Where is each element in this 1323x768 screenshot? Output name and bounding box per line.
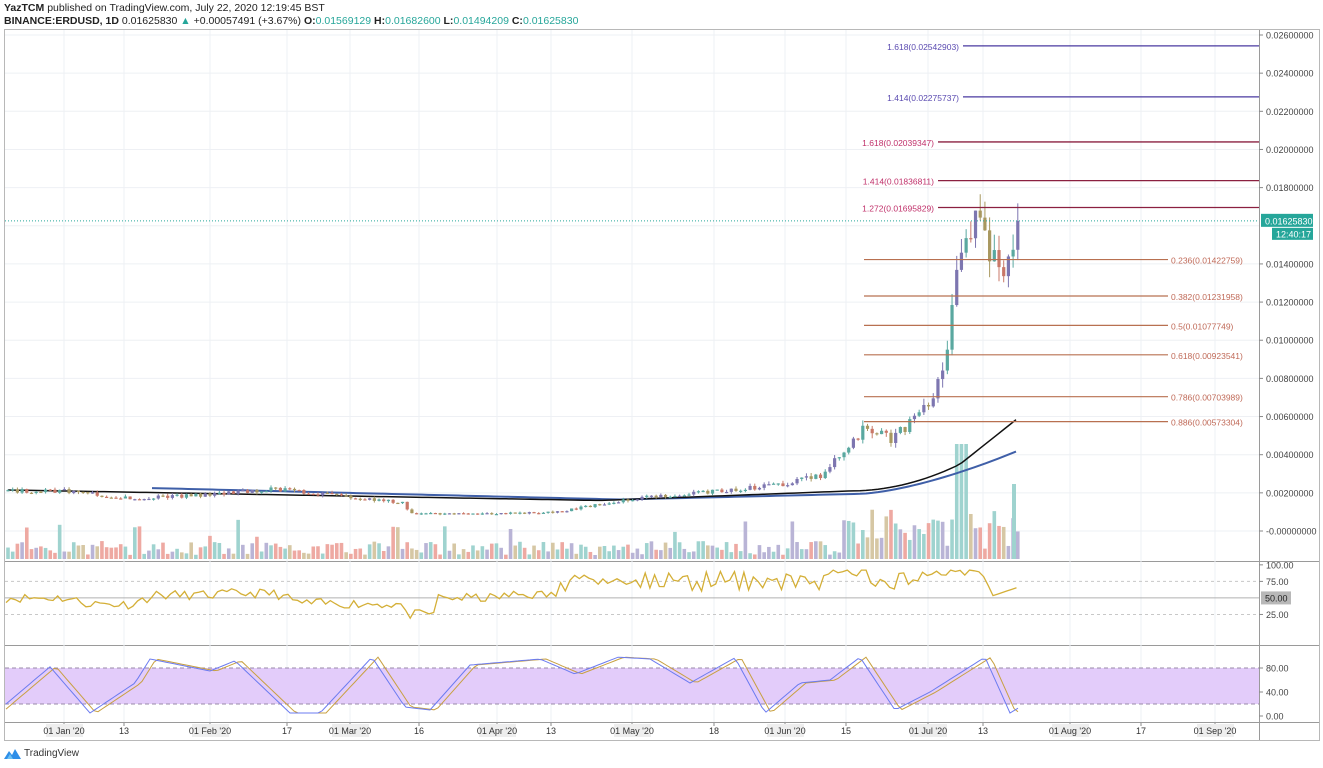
fib-retracement-label: 0.786(0.00703989) xyxy=(1171,393,1243,403)
price-tick-label: 0.00400000 xyxy=(1266,450,1314,460)
high-label: H: xyxy=(374,15,386,27)
price-tick-label: 0.01800000 xyxy=(1266,183,1314,193)
high-value: 0.01682600 xyxy=(385,15,441,27)
price-tick-label: -0.00000000 xyxy=(1266,527,1317,537)
fib-extension-label: 1.272(0.01695829) xyxy=(862,203,934,213)
time-tick-label: 16 xyxy=(414,726,424,736)
stoch-tick-label: 40.00 xyxy=(1266,688,1289,698)
moving-averages xyxy=(7,419,1017,502)
symbol-label[interactable]: BINANCE:ERDUSD, 1D xyxy=(4,15,119,27)
close-value: 0.01625830 xyxy=(522,15,579,27)
price-tick-label: 0.02200000 xyxy=(1266,107,1314,117)
rsi-value-tag xyxy=(1261,591,1291,605)
time-tick-label: 13 xyxy=(546,726,556,736)
last-price-tag xyxy=(1261,213,1313,227)
chart-frame xyxy=(4,29,1320,741)
price-tick-label: 0.00800000 xyxy=(1266,374,1314,384)
time-tick-label: 01 May '20 xyxy=(610,726,654,736)
time-tick-label: 13 xyxy=(978,726,988,736)
time-tick-label: 01 Jun '20 xyxy=(764,726,805,736)
open-label: O: xyxy=(303,15,316,27)
fib-retracement-label: 0.5(0.01077749) xyxy=(1171,321,1234,331)
time-tick-label: 01 Feb '20 xyxy=(189,726,231,736)
price-tick-label: 0.01200000 xyxy=(1266,298,1314,308)
ohlc-line: BINANCE:ERDUSD, 1D 0.01625830 ▲ +0.00057… xyxy=(4,15,578,28)
chart-header: YazTCM published on TradingView.com, Jul… xyxy=(4,2,578,28)
open-value: 0.01569129 xyxy=(315,15,372,27)
time-axis[interactable]: 01 Jan '20 13 01 Feb '20 17 01 Mar '20 16 01 A… xyxy=(43,723,1236,737)
fib-extension-label: 1.618(0.02039347) xyxy=(862,138,934,148)
stoch-tick-label: 80.00 xyxy=(1266,664,1289,674)
tradingview-footer: TradingView xyxy=(4,748,79,759)
time-tick-label: 17 xyxy=(282,726,292,736)
published-info: published on TradingView.com, July 22, 2… xyxy=(47,2,325,14)
grid-lines xyxy=(5,30,1259,722)
publisher-line: YazTCM published on TradingView.com, Jul… xyxy=(4,2,578,15)
low-value: 0.01494209 xyxy=(453,15,509,27)
time-tick-label: 13 xyxy=(119,726,129,736)
volume-bars xyxy=(6,444,1020,559)
tradingview-logo-icon xyxy=(4,749,21,759)
rsi-tick-label: 75.00 xyxy=(1266,577,1289,587)
time-tick-label: 01 Apr '20 xyxy=(477,726,517,736)
time-tick-label: 01 Jan '20 xyxy=(43,726,84,736)
rsi-pane xyxy=(5,569,1259,620)
time-tick-label: 15 xyxy=(841,726,851,736)
time-tick-label: 01 Sep '20 xyxy=(1194,726,1237,736)
publisher-name[interactable]: YazTCM xyxy=(4,2,45,14)
fib-extension-label: 1.618(0.02542903) xyxy=(887,42,959,52)
stoch-tick-label: 0.00 xyxy=(1266,712,1284,722)
fib-retracement-label: 0.886(0.00573304) xyxy=(1171,418,1243,428)
price-tick-label: 0.01400000 xyxy=(1266,259,1314,269)
fib-extension-label: 1.414(0.02275737) xyxy=(887,93,959,103)
fib-retracement-label: 0.236(0.01422759) xyxy=(1171,256,1243,266)
svg-text:50.00: 50.00 xyxy=(1265,593,1288,603)
tradingview-brand[interactable]: TradingView xyxy=(24,748,80,759)
fib-extension-label: 1.414(0.01836811) xyxy=(863,177,934,187)
price-axis[interactable]: 0.02600000 0.02400000 0.02200000 0.02000000… xyxy=(1259,31,1317,722)
up-arrow-icon: ▲ xyxy=(180,15,191,27)
close-label: C: xyxy=(511,15,523,27)
last-price: 0.01625830 xyxy=(121,15,178,27)
time-tick-label: 01 Jul '20 xyxy=(909,726,947,736)
fib-retracement-label: 0.382(0.01231958) xyxy=(1171,292,1243,302)
price-tick-label: 0.00200000 xyxy=(1266,488,1314,498)
svg-text:12:40:17: 12:40:17 xyxy=(1276,229,1311,239)
time-tick-label: 01 Mar '20 xyxy=(329,726,371,736)
low-label: L: xyxy=(443,15,454,27)
price-change: +0.00057491 (+3.67%) xyxy=(193,15,302,27)
bar-countdown-tag xyxy=(1272,227,1313,240)
price-tick-label: 0.02000000 xyxy=(1266,145,1314,155)
price-tick-label: 0.00600000 xyxy=(1266,412,1314,422)
candlesticks xyxy=(6,194,1020,516)
price-tick-label: 0.01000000 xyxy=(1266,336,1314,346)
time-tick-label: 18 xyxy=(709,726,719,736)
price-tick-label: 0.02400000 xyxy=(1266,69,1314,79)
fibonacci-levels[interactable]: 1.618(0.02542903) 1.414(0.02275737) 1.618(… xyxy=(862,42,1259,428)
rsi-tick-label: 100.00 xyxy=(1266,560,1294,570)
svg-text:0.01625830: 0.01625830 xyxy=(1265,216,1313,226)
fib-retracement-label: 0.618(0.00923541) xyxy=(1171,351,1243,361)
rsi-tick-label: 25.00 xyxy=(1266,610,1289,620)
stoch-rsi-pane xyxy=(5,656,1259,714)
price-tick-label: 0.02600000 xyxy=(1266,31,1314,41)
time-tick-label: 01 Aug '20 xyxy=(1049,726,1091,736)
time-tick-label: 17 xyxy=(1136,726,1146,736)
